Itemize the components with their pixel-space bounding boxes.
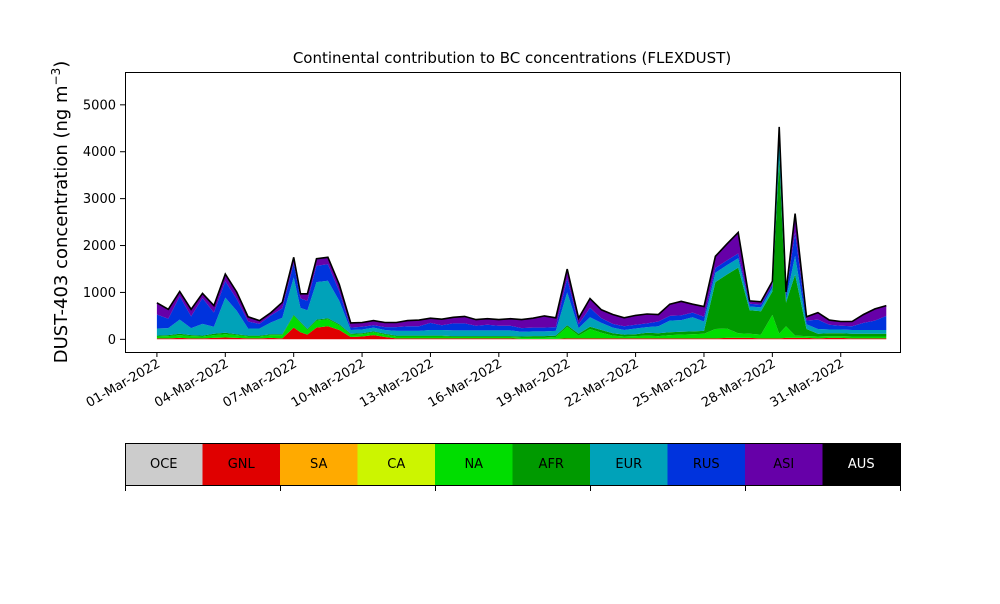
legend-label-eur: EUR bbox=[615, 457, 642, 472]
stacked-areas bbox=[156, 126, 887, 340]
legend-swatch-oce bbox=[125, 443, 203, 485]
area-series-eur bbox=[156, 134, 887, 337]
legend-swatch-sa bbox=[280, 443, 358, 485]
legend-swatch-asi bbox=[745, 443, 823, 485]
y-tick-label: 2000 bbox=[83, 239, 116, 254]
legend-frame bbox=[125, 443, 901, 486]
y-tick-label: 5000 bbox=[83, 98, 116, 113]
chart-title: Continental contribution to BC concentra… bbox=[293, 49, 731, 67]
legend-swatch-rus bbox=[667, 443, 746, 485]
y-axis: 0 1000 2000 3000 4000 5000 bbox=[83, 98, 125, 348]
y-tick-label: 3000 bbox=[83, 192, 116, 207]
legend-label-oce: OCE bbox=[150, 457, 178, 472]
legend-label-rus: RUS bbox=[693, 457, 720, 472]
legend-swatch-aus bbox=[822, 443, 901, 485]
legend-swatch-eur bbox=[590, 443, 668, 485]
y-axis-label: DUST-403 concentration (ng m−3) bbox=[49, 61, 72, 364]
y-tick-label: 0 bbox=[108, 333, 116, 348]
legend-label-ca: CA bbox=[387, 457, 405, 472]
legend-swatch-na bbox=[435, 443, 513, 485]
legend-label-asi: ASI bbox=[773, 457, 794, 472]
legend-label-afr: AFR bbox=[539, 457, 564, 472]
legend-label-sa: SA bbox=[310, 457, 327, 472]
legend-label-aus: AUS bbox=[848, 457, 875, 472]
total-line bbox=[156, 126, 887, 324]
area-series-gnl bbox=[156, 326, 887, 340]
y-axis-label-main: DUST-403 concentration (ng m bbox=[51, 85, 72, 363]
area-series-na bbox=[156, 314, 887, 339]
y-axis-label-close: ) bbox=[51, 61, 72, 68]
legend-swatch-gnl bbox=[202, 443, 281, 485]
legend-label-gnl: GNL bbox=[228, 457, 256, 472]
legend-swatch-ca bbox=[357, 443, 436, 485]
legend-colorbar: OCE GNL SA CA NA AFR EUR RUS ASI AUS bbox=[125, 443, 901, 491]
plot-frame bbox=[125, 72, 901, 353]
y-axis-label-sup: −3 bbox=[49, 68, 63, 86]
y-tick-label: 1000 bbox=[83, 286, 116, 301]
y-tick-label: 4000 bbox=[83, 145, 116, 160]
legend-label-na: NA bbox=[464, 457, 483, 472]
legend-swatch-afr bbox=[512, 443, 591, 485]
